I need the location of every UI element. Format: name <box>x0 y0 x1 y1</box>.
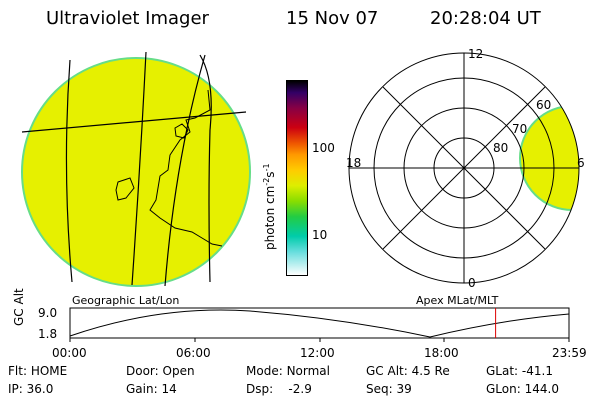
auroral-oval <box>519 105 579 211</box>
altitude-ytick-9: 9.0 <box>38 306 58 320</box>
header-date: 15 Nov 07 <box>286 8 379 29</box>
altitude-xtick: 12:00 <box>300 346 335 360</box>
status-glon: GLon: 144.0 <box>486 382 559 396</box>
polar-clock-12: 12 <box>468 47 484 61</box>
geographic-label: Geographic Lat/Lon <box>72 294 180 307</box>
status-gain: Gain: 14 <box>126 382 177 396</box>
altitude-xtick: 00:00 <box>52 346 87 360</box>
header-time: 20:28:04 UT <box>430 8 541 29</box>
altitude-xtick: 18:00 <box>424 346 459 360</box>
status-gc-alt: GC Alt: 4.5 Re <box>366 364 450 378</box>
coastline <box>115 89 223 247</box>
status-dsp: Dsp: -2.9 <box>246 382 312 396</box>
colorbar-tick-100: 100 <box>312 141 335 155</box>
polar-ring-70: 70 <box>512 122 528 136</box>
polar-clock-6: 6 <box>577 156 585 170</box>
polar-clock-0: 0 <box>468 276 476 290</box>
altitude-xtick: 06:00 <box>176 346 211 360</box>
altitude-ytick-1-8: 1.8 <box>38 327 58 341</box>
polar-ring-60: 60 <box>536 98 552 112</box>
status-seq: Seq: 39 <box>366 382 412 396</box>
status-flight: Flt: HOME <box>8 364 68 378</box>
colorbar-units-label: photon cm-2s-1 <box>262 163 277 250</box>
apex-label: Apex MLat/MLT <box>416 294 499 307</box>
status-ip: IP: 36.0 <box>8 382 54 396</box>
polar-ring-80: 80 <box>493 141 509 155</box>
altitude-ylabel: GC Alt <box>12 288 26 326</box>
colorbar <box>286 80 308 276</box>
status-mode: Mode: Normal <box>246 364 330 378</box>
altitude-curve <box>69 309 570 338</box>
polar-clock-18: 18 <box>346 156 362 170</box>
altitude-xtick: 23:59 <box>552 346 587 360</box>
geographic-disc <box>21 57 251 287</box>
status-door: Door: Open <box>126 364 195 378</box>
app-title: Ultraviolet Imager <box>46 8 209 29</box>
geographic-grid-lines <box>21 51 247 287</box>
status-glat: GLat: -41.1 <box>486 364 553 378</box>
colorbar-tick-10: 10 <box>312 228 328 242</box>
